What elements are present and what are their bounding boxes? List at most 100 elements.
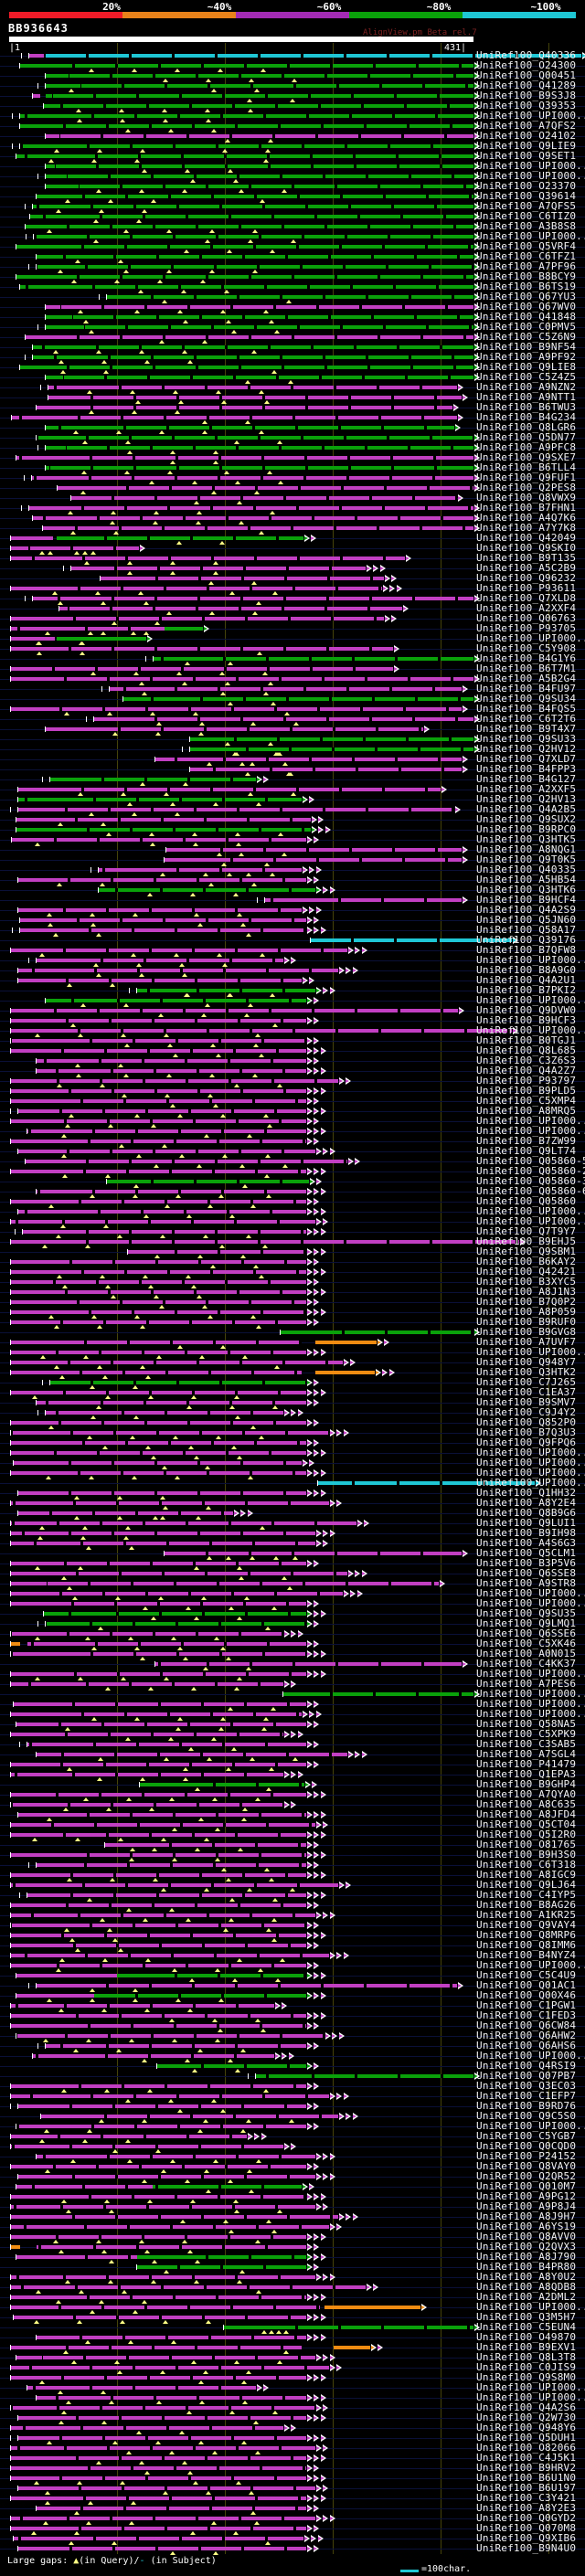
alignment-bar-segment[interactable] [140, 1783, 304, 1786]
subject-label[interactable]: UniRef100_A9STR8 [476, 1577, 577, 1589]
subject-label[interactable]: UniRef100_C6T2T6 [476, 713, 577, 725]
subject-label[interactable]: UniRef100_C5Z6N9 [476, 331, 577, 343]
subject-label[interactable]: UniRef100_B9HCF4 [476, 894, 577, 906]
subject-label[interactable]: UniRef100_Q9FPQ6 [476, 1436, 577, 1448]
alignment-bar-segment[interactable] [190, 747, 473, 751]
alignment-bar-segment[interactable] [11, 1521, 356, 1525]
subject-label[interactable]: UniRef100_Q00451 [476, 69, 577, 81]
subject-label[interactable]: UniRef100_Q8VWX9 [476, 492, 577, 504]
alignment-bar-segment[interactable] [11, 1793, 306, 1797]
alignment-bar-segment[interactable] [137, 2255, 306, 2259]
alignment-bar-segment[interactable] [16, 818, 311, 822]
subject-label[interactable]: UniRef100_C4IYP5 [476, 1889, 577, 1901]
alignment-bar-segment[interactable] [16, 1974, 117, 1977]
subject-label[interactable]: UniRef100_A4Q7K6 [476, 512, 577, 524]
alignment-bar-segment[interactable] [11, 1351, 306, 1354]
subject-label[interactable]: UniRef100_Q9LJ64 [476, 1879, 577, 1891]
alignment-bar-segment[interactable] [46, 446, 473, 450]
alignment-bar-segment[interactable] [11, 1361, 343, 1364]
alignment-bar-segment[interactable] [46, 466, 473, 470]
subject-label[interactable]: UniRef100_UPI000.. [476, 1477, 585, 1489]
alignment-bar-segment[interactable] [190, 737, 473, 741]
subject-label[interactable]: UniRef100_UPI000.. [476, 1597, 585, 1609]
subject-label[interactable]: UniRef100_Q8B9G6 [476, 1507, 577, 1519]
alignment-bar-segment[interactable] [18, 1109, 306, 1113]
subject-label[interactable]: UniRef100_P93611 [476, 582, 577, 594]
subject-label[interactable]: UniRef100_B4G1Y6 [476, 652, 577, 664]
subject-label[interactable]: UniRef100_UPI000.. [476, 954, 585, 966]
alignment-bar-segment[interactable] [16, 2356, 315, 2359]
alignment-bar-segment[interactable] [18, 2104, 306, 2108]
alignment-bar-segment[interactable] [20, 124, 473, 128]
alignment-bar-segment[interactable] [11, 2084, 306, 2088]
subject-label[interactable]: UniRef100_Q3HTK5 [476, 833, 577, 845]
alignment-bar-segment[interactable] [37, 1401, 306, 1405]
subject-label[interactable]: UniRef100_UPI000.. [476, 1587, 585, 1599]
subject-label[interactable]: UniRef100_UPI000.. [476, 1457, 585, 1468]
subject-label[interactable]: UniRef100_Q6AHW2 [476, 2030, 577, 2041]
alignment-bar-segment[interactable] [37, 959, 283, 962]
subject-label[interactable]: UniRef100_Q5CLM1 [476, 1547, 577, 1559]
subject-label[interactable]: UniRef100_A1KR25 [476, 1909, 577, 1921]
subject-label[interactable]: UniRef100_Q3M5H7 [476, 2311, 577, 2323]
alignment-bar-segment[interactable] [11, 1773, 283, 1776]
alignment-bar-segment[interactable] [27, 1893, 306, 1897]
alignment-bar-segment[interactable] [27, 1129, 306, 1133]
alignment-bar-segment[interactable] [11, 1682, 283, 1686]
subject-label[interactable]: UniRef100_Q2PES8 [476, 482, 577, 493]
subject-label[interactable]: UniRef100_A2DML2 [476, 2291, 577, 2303]
alignment-bar-segment[interactable] [117, 1974, 306, 1977]
subject-label[interactable]: UniRef100_Q8AVV0 [476, 2231, 577, 2242]
alignment-bar-segment[interactable] [43, 526, 473, 530]
subject-label[interactable]: UniRef100_C5C4U9 [476, 1969, 577, 1981]
alignment-bar-segment[interactable] [33, 94, 40, 98]
alignment-bar-segment[interactable] [11, 2135, 247, 2138]
subject-label[interactable]: UniRef100_B6TWU3 [476, 401, 577, 413]
subject-label[interactable]: UniRef100_C5XK46 [476, 1638, 577, 1649]
alignment-bar-segment[interactable] [11, 1280, 306, 1284]
subject-label[interactable]: UniRef100_C5Y908 [476, 642, 577, 654]
alignment-bar-segment[interactable] [11, 1140, 306, 1143]
subject-label[interactable]: UniRef100_A7UVF7 [476, 1336, 577, 1348]
subject-label[interactable]: UniRef100_UPI000.. [476, 230, 585, 242]
subject-label[interactable]: UniRef100_Q00X46 [476, 1989, 577, 2001]
alignment-bar-segment[interactable] [11, 1079, 338, 1083]
alignment-bar-segment[interactable] [18, 2416, 306, 2420]
subject-label[interactable]: UniRef100_C3SAB5 [476, 1738, 577, 1750]
alignment-bar-segment[interactable] [26, 225, 473, 228]
subject-label[interactable]: UniRef100_C5XMP4 [476, 1095, 577, 1107]
alignment-bar-segment[interactable] [110, 687, 462, 691]
subject-label[interactable]: UniRef100_Q9LIE9 [476, 140, 577, 152]
subject-label[interactable]: UniRef100_A8Y2E3 [476, 2502, 577, 2514]
subject-label[interactable]: UniRef100_B7FHN1 [476, 502, 577, 514]
subject-label[interactable]: UniRef100_Q0GYD2 [476, 2512, 577, 2524]
subject-label[interactable]: UniRef100_Q39176 [476, 934, 577, 946]
alignment-bar-segment[interactable] [256, 2074, 473, 2078]
subject-label[interactable]: UniRef100_B7PKI2 [476, 984, 577, 996]
subject-label[interactable]: UniRef100_Q01AC1 [476, 1979, 577, 1991]
alignment-bar-segment[interactable] [71, 496, 457, 500]
alignment-bar-segment[interactable] [32, 476, 473, 480]
alignment-bar-segment[interactable] [18, 908, 302, 912]
alignment-bar-segment[interactable] [11, 1913, 315, 1917]
alignment-bar-segment[interactable] [11, 1964, 306, 1967]
alignment-bar-segment[interactable] [11, 1883, 338, 1887]
subject-label[interactable]: UniRef100_Q6CW84 [476, 2019, 577, 2031]
alignment-bar-segment[interactable] [315, 1371, 375, 1374]
alignment-bar-segment[interactable] [11, 1441, 306, 1445]
subject-label[interactable]: UniRef100_Q9SU34 [476, 693, 577, 705]
subject-label[interactable]: UniRef100_C7J265 [476, 1376, 577, 1388]
subject-label[interactable]: UniRef100_B9N4U0 [476, 2542, 577, 2554]
alignment-bar-segment[interactable] [11, 1421, 306, 1425]
subject-label[interactable]: UniRef100_Q9SET1 [476, 150, 577, 162]
subject-label[interactable]: UniRef100_A7QFS5 [476, 200, 577, 212]
alignment-bar-segment[interactable] [11, 2275, 315, 2279]
alignment-bar-segment[interactable] [165, 627, 203, 631]
subject-label[interactable]: UniRef100_UPI000.. [476, 160, 585, 172]
subject-label[interactable]: UniRef100_Q9SBM1 [476, 1246, 577, 1257]
alignment-bar-segment[interactable] [16, 2185, 153, 2189]
subject-label[interactable]: UniRef100_A7PES6 [476, 1678, 577, 1690]
alignment-bar-segment[interactable] [37, 1069, 306, 1073]
subject-label[interactable]: UniRef100_O24300 [476, 59, 577, 71]
alignment-bar-segment[interactable] [11, 1049, 306, 1053]
